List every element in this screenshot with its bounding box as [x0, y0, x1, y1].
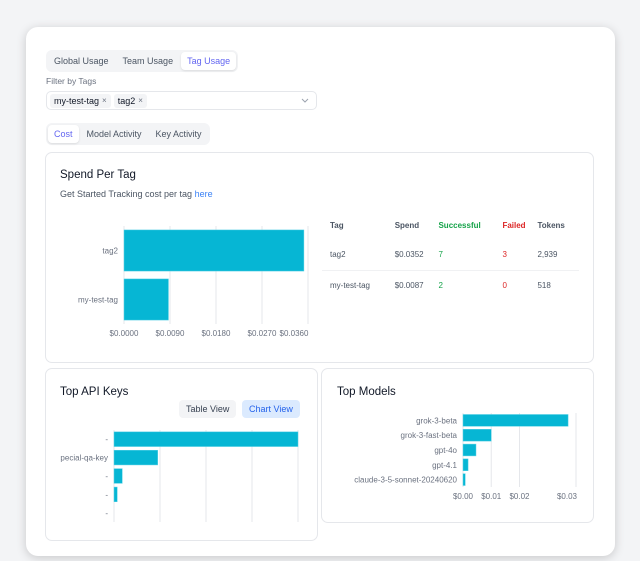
usage-tabs: Global Usage Team Usage Tag Usage — [46, 50, 239, 72]
tag-chip-label: tag2 — [117, 95, 136, 106]
top-api-keys-chart: - pecial-qa-key - - - — [60, 430, 299, 522]
tab-team-usage[interactable]: Team Usage — [122, 56, 174, 66]
top-models-card: Top Models $0.00 $0.01 $0.02 $0.03 grok-3-be… — [321, 368, 594, 523]
x-tick-label: $0.0090 — [156, 329, 185, 338]
y-tick-label: - — [105, 472, 108, 481]
bar — [462, 473, 466, 486]
y-tick-label: grok-3-fast-beta — [401, 431, 458, 440]
filter-label: Filter by Tags — [46, 76, 97, 86]
y-tick-label: my-test-tag — [78, 296, 118, 305]
y-tick-label: claude-3-5-sonnet-20240620 — [354, 476, 457, 485]
bar — [123, 278, 169, 321]
bar — [113, 431, 299, 447]
top-models-chart: $0.00 $0.01 $0.02 $0.03 grok-3-beta grok-3-fa… — [354, 413, 578, 501]
col-successful: Successful — [438, 220, 481, 230]
y-tick-label: - — [105, 435, 108, 444]
cell-successful: 2 — [438, 281, 443, 291]
close-icon[interactable]: × — [102, 96, 107, 105]
bar — [113, 449, 158, 466]
cell-failed: 3 — [502, 239, 538, 271]
x-tick-label: $0.00 — [453, 492, 474, 501]
card-title: Top Models — [337, 386, 396, 398]
y-tick-label: gpt-4o — [434, 446, 457, 455]
cell-tokens: 2,939 — [537, 239, 579, 271]
tab-model-activity[interactable]: Model Activity — [86, 129, 142, 139]
tag-chip: my-test-tag × — [50, 93, 111, 108]
col-spend: Spend — [394, 220, 420, 230]
tab-key-activity[interactable]: Key Activity — [155, 129, 202, 139]
table-row: tag2 $0.0352 7 3 2,939 — [322, 239, 579, 271]
bar — [462, 458, 469, 471]
close-icon[interactable]: × — [138, 96, 143, 105]
cell-failed: 0 — [502, 281, 507, 291]
bar — [462, 443, 477, 457]
col-failed: Failed — [502, 220, 526, 230]
tab-tag-usage[interactable]: Tag Usage — [181, 52, 237, 70]
bar — [113, 468, 123, 484]
x-tick-label: $0.02 — [509, 492, 530, 501]
card-subtitle: Get Started Tracking cost per tag here — [60, 189, 213, 199]
subtitle-text: Get Started Tracking cost per tag — [60, 189, 195, 199]
col-tag: Tag — [330, 220, 344, 230]
card-title: Spend Per Tag — [60, 169, 136, 181]
y-tick-label: tag2 — [102, 247, 118, 256]
y-tick-label: - — [105, 490, 108, 499]
spend-per-tag-chart: $0.0000 $0.0090 $0.0180 $0.0270 $0.0360 tag2 m… — [78, 226, 309, 338]
cell-tag: my-test-tag — [330, 281, 371, 291]
col-tokens: Tokens — [537, 220, 565, 230]
spend-table: Tag Spend Successful Failed Tokens tag2 … — [322, 211, 579, 301]
bar — [462, 429, 492, 442]
y-tick-label: gpt-4.1 — [432, 461, 457, 470]
cell-tokens: 518 — [537, 281, 551, 291]
cell-successful: 7 — [438, 239, 503, 271]
table-header: Tag Spend Successful Failed Tokens — [322, 211, 579, 239]
tag-chip: tag2 × — [113, 93, 147, 108]
cost-tabs: Cost Model Activity Key Activity — [46, 123, 210, 145]
card-title: Top API Keys — [60, 386, 129, 398]
top-api-keys-card: Top API Keys Table View Chart View - peci… — [45, 368, 318, 541]
table-row: my-test-tag $0.0087 2 0 518 — [322, 270, 579, 301]
tag-chip-label: my-test-tag — [54, 95, 100, 106]
bar — [113, 486, 118, 503]
tab-global-usage[interactable]: Global Usage — [54, 56, 109, 66]
x-tick-label: $0.0360 — [280, 329, 309, 338]
cell-tag: tag2 — [322, 239, 395, 271]
cell-spend: $0.0352 — [394, 239, 439, 271]
y-tick-label: pecial-qa-key — [60, 454, 108, 463]
chart-view-button[interactable]: Chart View — [242, 400, 300, 418]
x-tick-label: $0.01 — [481, 492, 502, 501]
x-tick-label: $0.0180 — [202, 329, 231, 338]
tab-cost[interactable]: Cost — [48, 125, 79, 143]
x-tick-label: $0.0000 — [110, 329, 139, 338]
table-view-button[interactable]: Table View — [179, 400, 237, 418]
y-tick-label: - — [105, 509, 108, 518]
x-tick-label: $0.0270 — [248, 329, 277, 338]
bar — [123, 229, 305, 272]
y-tick-label: grok-3-beta — [416, 416, 457, 425]
x-tick-label: $0.03 — [557, 492, 578, 501]
cell-spend: $0.0087 — [394, 281, 424, 291]
here-link[interactable]: here — [194, 189, 213, 199]
tag-filter-select[interactable]: my-test-tag × tag2 × — [46, 91, 317, 110]
bar — [462, 414, 569, 427]
chevron-down-icon[interactable] — [301, 98, 309, 104]
spend-per-tag-card: Spend Per Tag Get Started Tracking cost … — [45, 152, 594, 363]
